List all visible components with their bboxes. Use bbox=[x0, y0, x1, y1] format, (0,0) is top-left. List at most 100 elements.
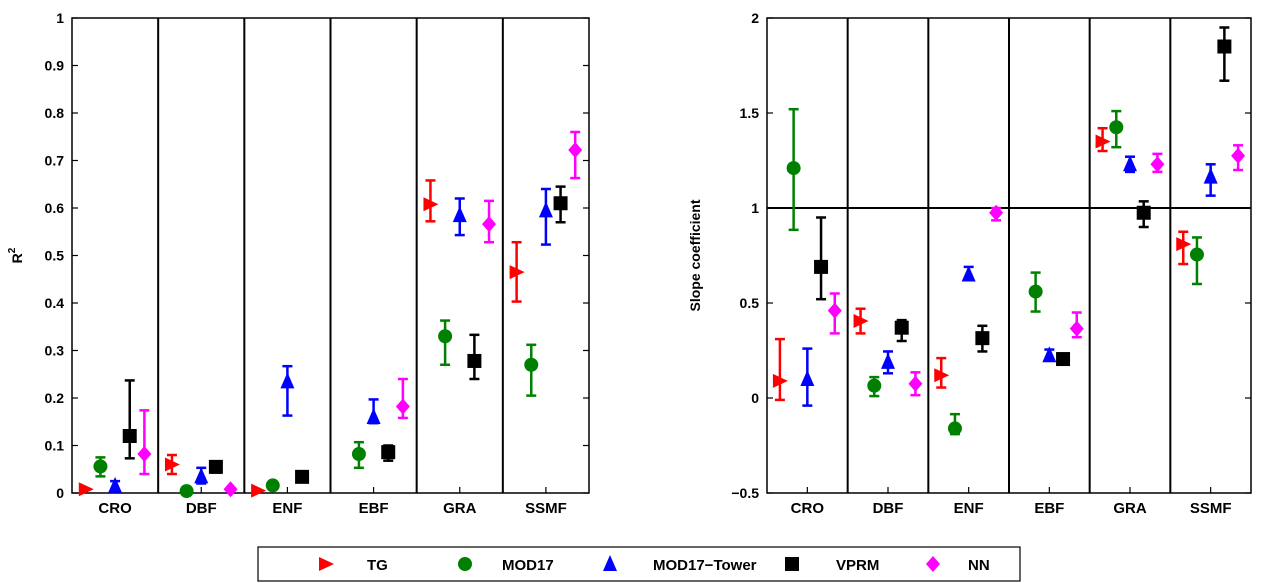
y-tick-label: 0.8 bbox=[45, 105, 65, 121]
data-point bbox=[280, 372, 295, 389]
data-point bbox=[381, 445, 396, 460]
legend: TG MOD17 MOD17−Tower VPRM NN bbox=[257, 546, 1021, 582]
x-tick-label: CRO bbox=[98, 500, 132, 517]
x-tick-label: SSMF bbox=[1190, 500, 1232, 517]
data-point bbox=[1056, 352, 1071, 367]
data-point bbox=[908, 375, 923, 392]
slope-chart: −0.5 0 0.5 1 1.5 2 CRO DBF ENF EBF GRA SSMF Slope co… bbox=[687, 10, 1252, 517]
legend-marker bbox=[785, 557, 799, 571]
data-point bbox=[194, 467, 209, 484]
series-mod17-tower bbox=[800, 155, 1218, 407]
y-tick-label: 0.6 bbox=[45, 200, 65, 216]
data-point bbox=[1231, 147, 1246, 164]
data-point bbox=[1189, 247, 1204, 262]
y-tick-label: 0.5 bbox=[45, 248, 65, 264]
legend-label: MOD17 bbox=[502, 557, 554, 574]
y-tick-label: 0.4 bbox=[45, 295, 65, 311]
data-point bbox=[975, 331, 990, 346]
data-point bbox=[772, 373, 788, 388]
data-point bbox=[827, 302, 842, 319]
y-tick-label: 0.7 bbox=[45, 153, 65, 169]
x-tick-label: GRA bbox=[443, 500, 477, 517]
y-tick-label: 0 bbox=[56, 485, 64, 501]
data-point bbox=[137, 446, 152, 463]
series-mod17-tower bbox=[108, 187, 553, 493]
legend-label: NN bbox=[968, 557, 990, 574]
data-point bbox=[947, 421, 962, 436]
data-point bbox=[853, 314, 869, 329]
data-point bbox=[786, 161, 801, 176]
data-point bbox=[208, 459, 223, 474]
x-tick-label: CRO bbox=[791, 500, 825, 517]
y-tick-label: 0 bbox=[751, 390, 759, 406]
data-point bbox=[251, 483, 267, 498]
data-point bbox=[1150, 156, 1165, 173]
data-point bbox=[1203, 167, 1218, 184]
data-point bbox=[538, 201, 553, 218]
data-point bbox=[366, 408, 381, 424]
data-point bbox=[1095, 134, 1111, 149]
x-tick-label: DBF bbox=[186, 500, 217, 517]
y-tick-label: 2 bbox=[751, 10, 759, 26]
data-point bbox=[881, 352, 895, 369]
data-point bbox=[164, 457, 180, 472]
data-point bbox=[423, 197, 439, 212]
y-tick-label: 1 bbox=[56, 10, 64, 26]
data-point bbox=[814, 259, 829, 274]
legend-label: TG bbox=[367, 557, 388, 574]
series-tg bbox=[772, 126, 1192, 402]
y-axis-label: R2 bbox=[7, 247, 25, 263]
y-tick-label: 0.2 bbox=[45, 390, 65, 406]
series-nn bbox=[827, 144, 1246, 397]
x-tick-label: DBF bbox=[873, 500, 904, 517]
legend-marker bbox=[319, 557, 334, 571]
data-point bbox=[108, 476, 123, 493]
data-point bbox=[1217, 39, 1232, 54]
data-point bbox=[1069, 320, 1084, 337]
data-point bbox=[1136, 205, 1151, 220]
series-tg bbox=[78, 179, 525, 498]
data-point bbox=[78, 482, 94, 497]
y-tick-label: 0.1 bbox=[45, 438, 65, 454]
data-point bbox=[122, 429, 137, 443]
y-tick-label: 0.5 bbox=[740, 295, 760, 311]
legend-label: VPRM bbox=[836, 557, 879, 574]
data-point bbox=[438, 329, 453, 344]
data-point bbox=[524, 357, 539, 372]
legend-box bbox=[257, 546, 1021, 582]
data-point bbox=[1123, 155, 1137, 172]
data-point bbox=[452, 206, 467, 223]
data-point bbox=[800, 370, 815, 386]
series-mod17 bbox=[786, 107, 1204, 436]
data-point bbox=[1042, 346, 1057, 363]
data-point bbox=[1109, 120, 1124, 135]
data-point bbox=[1176, 237, 1192, 252]
y-tick-label: 1.5 bbox=[740, 105, 760, 121]
data-point bbox=[568, 142, 583, 159]
data-point bbox=[179, 484, 194, 499]
data-point bbox=[961, 265, 976, 282]
data-point bbox=[482, 216, 497, 233]
y-tick-label: 0.3 bbox=[45, 343, 65, 359]
y-tick-label: 0.9 bbox=[45, 58, 65, 74]
series-vprm bbox=[814, 26, 1232, 367]
legend-marker bbox=[458, 557, 472, 571]
x-tick-label: EBF bbox=[359, 500, 389, 517]
data-point bbox=[989, 204, 1004, 221]
series-nn bbox=[137, 130, 583, 498]
data-point bbox=[934, 368, 950, 383]
data-point bbox=[894, 320, 909, 335]
data-point bbox=[553, 196, 568, 211]
data-point bbox=[295, 469, 310, 484]
x-tick-label: ENF bbox=[954, 500, 984, 517]
x-tick-label: GRA bbox=[1113, 500, 1147, 517]
data-point bbox=[395, 398, 410, 415]
r2-chart: 0 0.1 0.2 0.3 0.4 0.5 0.6 0.7 0.8 0.9 1 CRO DBF ENF EB… bbox=[7, 10, 590, 517]
data-point bbox=[223, 481, 238, 498]
x-tick-label: ENF bbox=[272, 500, 302, 517]
data-point bbox=[867, 378, 882, 393]
data-point bbox=[1028, 284, 1043, 299]
legend-marker bbox=[603, 555, 617, 571]
y-tick-label: −0.5 bbox=[731, 485, 759, 501]
